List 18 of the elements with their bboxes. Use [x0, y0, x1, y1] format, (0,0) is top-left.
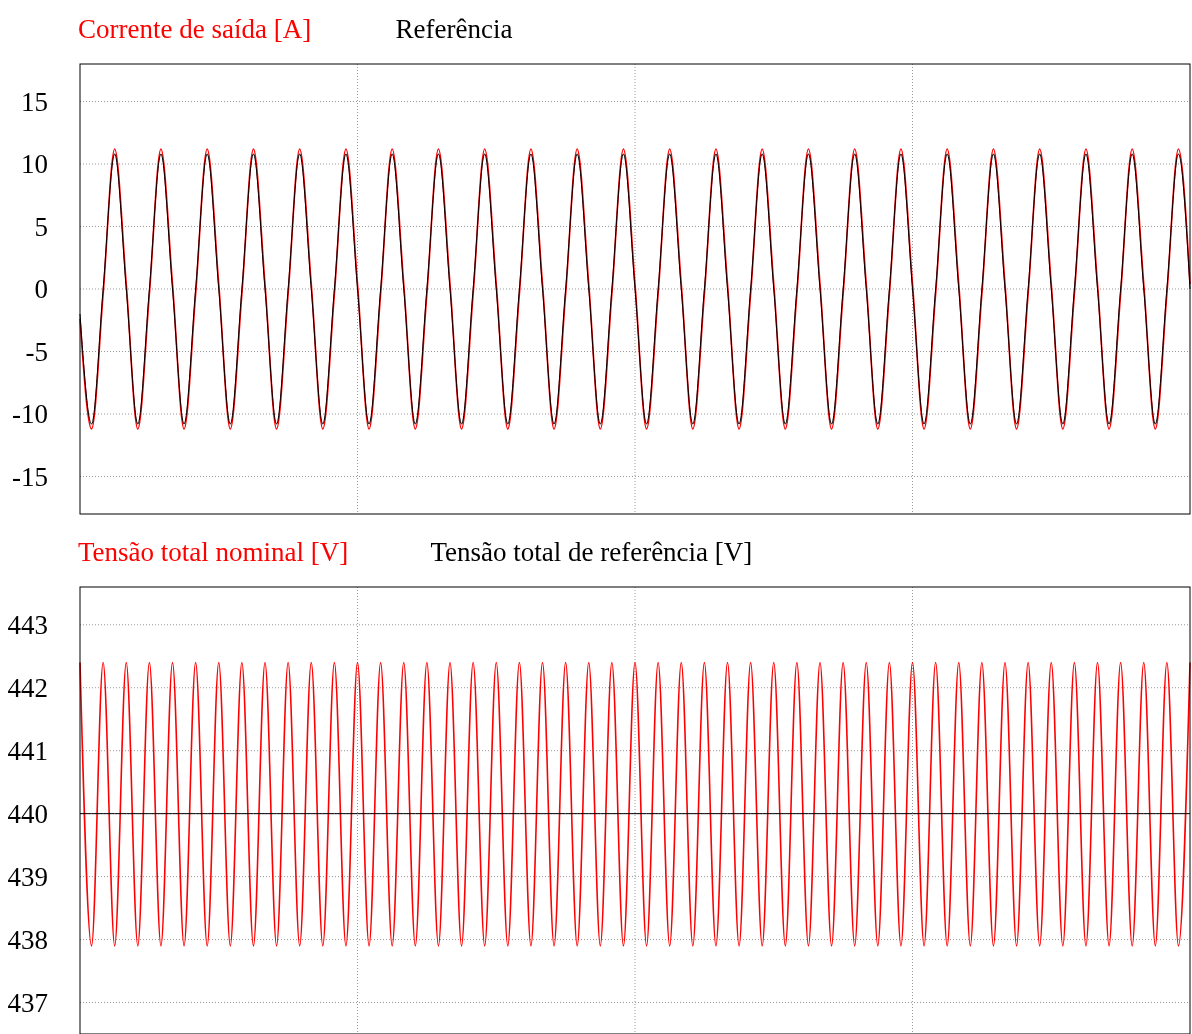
text: Referência: [395, 14, 513, 44]
y-tick-label: 440: [7, 799, 48, 830]
y-tick-label: 441: [7, 736, 48, 767]
y-tick-label: 437: [7, 987, 48, 1018]
y-tick-label: 5: [34, 211, 48, 242]
y-tick-label: 15: [21, 86, 48, 117]
y-tick-label: -10: [12, 399, 48, 430]
y-tick-label: 439: [7, 862, 48, 893]
y-tick-label: 443: [7, 610, 48, 641]
y-tick-label: 0: [34, 274, 48, 305]
text: Tensão total de referência [V]: [430, 537, 753, 567]
y-tick-label: 10: [21, 149, 48, 180]
y-tick-label: -15: [12, 461, 48, 492]
text: Tensão total nominal [V]: [78, 537, 349, 567]
text: Corrente de saída [A]: [78, 14, 312, 44]
y-tick-label: -5: [25, 336, 48, 367]
y-tick-label: 442: [7, 673, 48, 704]
y-tick-label: 438: [7, 925, 48, 956]
